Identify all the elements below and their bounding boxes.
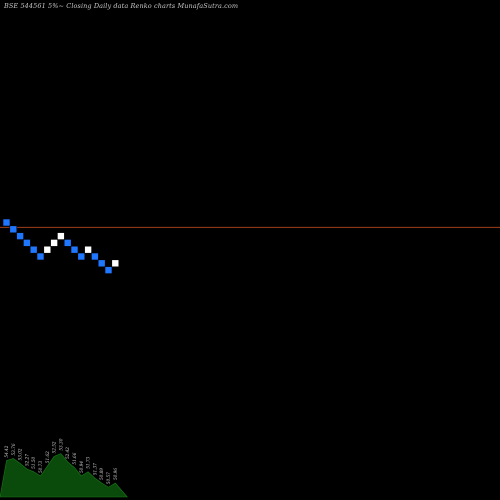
renko-brick-8 [57,232,65,240]
volume-label-12: 51.73 [86,456,91,468]
volume-label-0: 54.42 [4,445,9,457]
renko-brick-13 [91,252,99,261]
renko-brick-0 [2,218,11,227]
renko-brick-1 [9,225,18,234]
chart-title: BSE 544561 5%~ Closing Daily data Renko … [4,2,239,10]
renko-brick-14 [97,259,106,268]
renko-brick-11 [77,252,86,261]
volume-label-13: 51.37 [92,463,97,475]
volume-label-7: 52.52 [52,441,57,453]
volume-label-5: 50.73 [38,461,43,473]
volume-label-14: 50.89 [99,468,104,480]
volume-label-1: 53.76 [11,443,16,455]
volume-label-10: 51.66 [72,452,77,464]
volume-label-9: 52.42 [65,447,70,459]
volume-label-8: 53.30 [58,438,63,450]
renko-brick-6 [43,245,52,254]
volume-label-3: 52.27 [24,454,29,466]
volume-area [0,453,128,498]
renko-brick-3 [23,239,31,247]
volume-label-16: 50.96 [113,468,118,480]
volume-label-11: 50.94 [79,461,84,473]
renko-brick-9 [63,239,72,247]
volume-label-2: 53.02 [18,448,23,460]
volume-label-4: 51.50 [31,456,36,468]
renko-brick-12 [84,245,92,254]
volume-label-6: 51.62 [45,451,50,463]
renko-brick-15 [104,266,113,274]
renko-brick-4 [29,245,38,254]
renko-brick-10 [70,245,79,254]
renko-brick-2 [16,232,24,240]
renko-brick-7 [50,239,58,247]
renko-brick-5 [36,252,45,261]
volume-label-15: 50.57 [106,472,111,484]
renko-brick-16 [111,259,120,268]
